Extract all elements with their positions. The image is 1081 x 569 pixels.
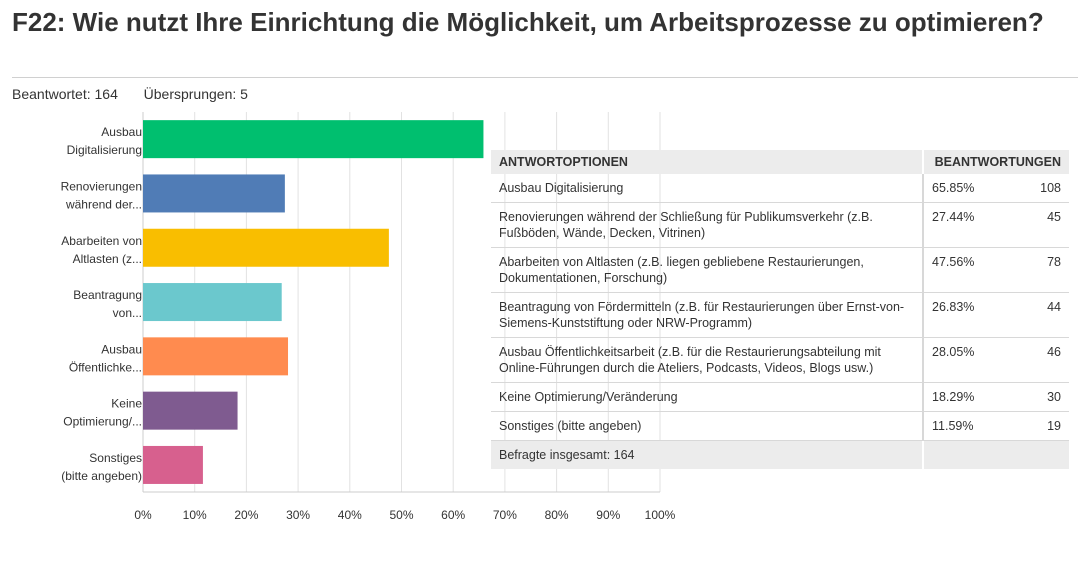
category-label: Keine [111,397,142,411]
bar [143,120,484,159]
category-label: Digitalisierung [67,143,142,157]
row-count: 78 [993,247,1069,293]
row-percent: 47.56% [923,247,993,293]
row-count: 30 [993,382,1069,412]
table-total-row: Befragte insgesamt: 164 [491,440,1069,469]
category-label: von... [113,306,142,320]
skipped-label: Übersprungen: [143,86,237,102]
x-tick-label: 50% [389,508,413,522]
bar-chart-svg: Ausbau Digitalisierung Renovierungen währen… [61,112,676,522]
category-label: Ausbau [101,342,142,356]
bar [143,445,203,484]
response-stats: Beantwortet: 164 Übersprungen: 5 [12,86,248,102]
header-options: ANTWORTOPTIONEN [491,150,924,174]
row-percent: 27.44% [923,202,993,248]
category-label: Beantragung [73,288,142,302]
total-respondents: Befragte insgesamt: 164 [491,440,924,469]
category-label: Ausbau [101,125,142,139]
x-tick-label: 90% [596,508,620,522]
question-title: F22: Wie nutzt Ihre Einrichtung die Mögl… [12,7,1044,37]
category-label: Sonstiges [89,451,142,465]
total-filler [923,440,1069,469]
row-option: Renovierungen während der Schließung für… [491,202,924,248]
bar [143,337,289,376]
category-label: Renovierungen [61,179,142,193]
table-body: Ausbau Digitalisierung 65.85% 108 Renovi… [491,174,1069,469]
x-tick-label: 100% [645,508,676,522]
row-count: 108 [993,174,1069,203]
row-count: 46 [993,337,1069,383]
row-percent: 65.85% [923,174,993,203]
category-label: Öffentlichke... [69,360,142,374]
response-table: ANTWORTOPTIONEN BEANTWORTUNGEN Ausbau Di… [491,150,1069,469]
table-row: Beantragung von Fördermitteln (z.B. für … [491,292,1069,338]
table-row: Sonstiges (bitte angeben) 11.59% 19 [491,411,1069,441]
category-label: (bitte angeben) [61,469,142,483]
bar [143,228,389,267]
category-label: Optimierung/... [63,415,142,429]
table-row: Abarbeiten von Altlasten (z.B. liegen ge… [491,247,1069,293]
row-count: 19 [993,411,1069,441]
x-tick-label: 0% [134,508,152,522]
x-tick-label: 60% [441,508,465,522]
row-option: Beantragung von Fördermitteln (z.B. für … [491,292,924,338]
row-percent: 26.83% [923,292,993,338]
category-label: während der... [65,197,142,211]
table-row: Ausbau Digitalisierung 65.85% 108 [491,174,1069,203]
row-option: Ausbau Öffentlichkeitsarbeit (z.B. für d… [491,337,924,383]
row-count: 45 [993,202,1069,248]
row-percent: 28.05% [923,337,993,383]
answered-value: 164 [94,86,118,102]
row-percent: 11.59% [923,411,993,441]
title-divider [12,77,1078,78]
table-header-row: ANTWORTOPTIONEN BEANTWORTUNGEN [491,150,1069,174]
row-option: Sonstiges (bitte angeben) [491,411,924,441]
x-tick-label: 70% [493,508,517,522]
bar-chart: Ausbau Digitalisierung Renovierungen währen… [0,110,680,545]
bar [143,283,282,322]
bar [143,174,285,213]
row-option: Abarbeiten von Altlasten (z.B. liegen ge… [491,247,924,293]
x-tick-label: 10% [183,508,207,522]
bar [143,391,238,430]
x-tick-label: 80% [545,508,569,522]
table-row: Keine Optimierung/Veränderung 18.29% 30 [491,382,1069,412]
row-option: Ausbau Digitalisierung [491,174,924,203]
table-row: Renovierungen während der Schließung für… [491,202,1069,248]
header-responses: BEANTWORTUNGEN [923,150,1069,174]
category-label: Altlasten (z... [73,252,142,266]
row-count: 44 [993,292,1069,338]
skipped-value: 5 [240,86,248,102]
row-percent: 18.29% [923,382,993,412]
table-row: Ausbau Öffentlichkeitsarbeit (z.B. für d… [491,337,1069,383]
category-label: Abarbeiten von [61,234,142,248]
x-tick-label: 40% [338,508,362,522]
x-tick-label: 20% [234,508,258,522]
row-option: Keine Optimierung/Veränderung [491,382,924,412]
x-tick-label: 30% [286,508,310,522]
answered-label: Beantwortet: [12,86,91,102]
